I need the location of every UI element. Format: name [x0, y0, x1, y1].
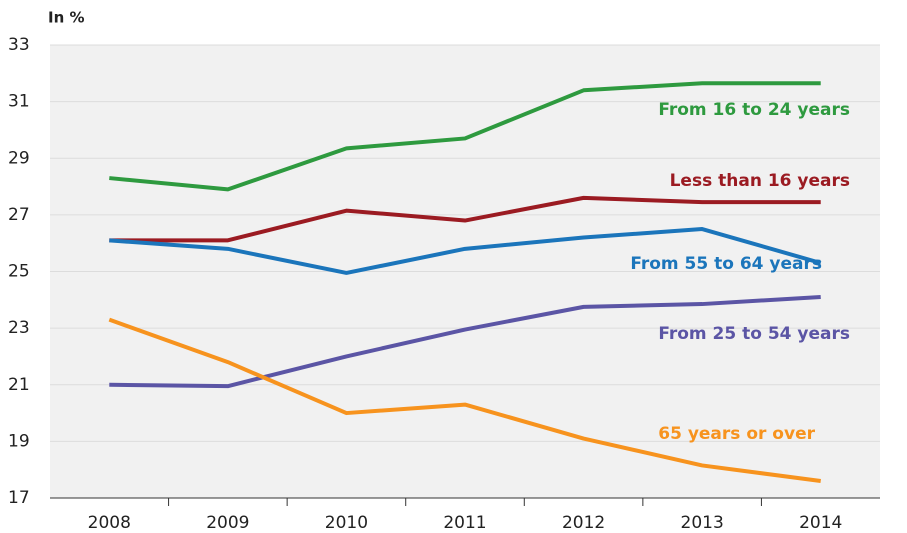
x-tick-label: 2014 — [799, 513, 842, 533]
series-label: Less than 16 years — [670, 171, 850, 191]
y-tick-label: 17 — [8, 488, 30, 508]
x-tick-label: 2011 — [443, 513, 486, 533]
y-tick-label: 29 — [8, 148, 30, 168]
series-label: From 55 to 64 years — [630, 254, 822, 274]
x-tick-label: 2010 — [325, 513, 368, 533]
y-tick-label: 25 — [8, 262, 30, 282]
line-series — [109, 294, 821, 389]
y-axis-label: In % — [48, 9, 85, 27]
line-series — [109, 227, 822, 275]
y-tick-label: 31 — [8, 92, 30, 112]
x-tick-label: 2008 — [88, 513, 131, 533]
x-tick-label: 2009 — [206, 513, 249, 533]
x-tick-label: 2013 — [681, 513, 724, 533]
y-tick-label: 33 — [8, 35, 30, 55]
x-tick-label: 2012 — [562, 513, 605, 533]
line-series — [109, 195, 821, 243]
series-label: From 25 to 54 years — [658, 324, 850, 344]
y-tick-label: 19 — [8, 431, 30, 451]
line-series — [108, 317, 821, 483]
y-tick-label: 23 — [8, 318, 30, 338]
series-label: 65 years or over — [658, 424, 815, 444]
y-tick-label: 21 — [8, 375, 30, 395]
y-tick-label: 27 — [8, 205, 30, 225]
line-series — [109, 81, 821, 192]
series-label: From 16 to 24 years — [658, 100, 850, 120]
